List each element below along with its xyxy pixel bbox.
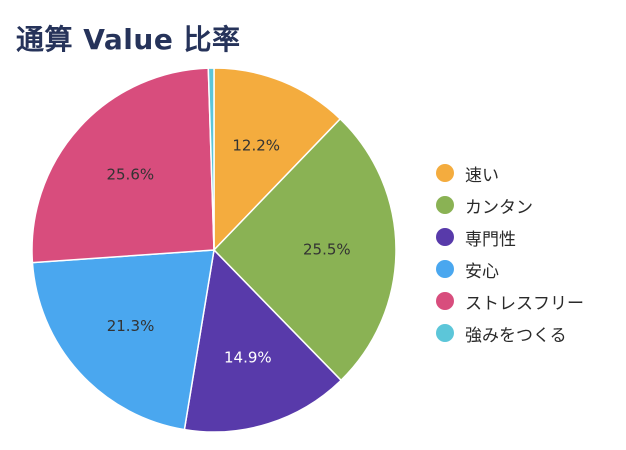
chart-legend: 速いカンタン専門性安心ストレスフリー 強みをつくる [436,157,584,349]
pie-slice-labels: 12.2% 25.5% 14.9% 21.3% 25.6% [106,136,350,366]
legend-swatch-2 [436,196,454,214]
legend-item-5: ストレスフリー [436,285,584,317]
legend-label-4: 安心 [465,261,499,282]
pie-slice-label-2: 25.5% [303,241,351,259]
pie-slice-4 [31,249,215,431]
legend-label-5: ストレスフリー [465,293,584,314]
chart-title: 通算 Value 比率 [16,23,241,56]
legend-swatch-6 [436,324,454,342]
pie-slice-5 [31,67,215,264]
pie-slice-label-4: 21.3% [107,317,155,335]
legend-label-2: カンタン [465,197,533,218]
pie-slice-6 [207,67,215,251]
legend-item-3: 専門性 [436,221,584,253]
pie-slice-1 [213,67,342,252]
legend-label-6: 強みをつくる [465,325,567,346]
legend-item-2: カンタン [436,189,584,221]
pie-slice-3 [183,248,343,433]
legend-swatch-3 [436,228,454,246]
legend-item-1: 速い [436,157,584,189]
pie-slice-label-5: 25.6% [106,165,154,183]
pie-slice-2 [212,117,397,382]
pie-slices [31,67,397,433]
legend-swatch-5 [436,292,454,310]
legend-item-4: 安心 [436,253,584,285]
legend-label-1: 速い [465,165,499,186]
pie-slice-label-3: 14.9% [224,349,272,367]
legend-label-3: 専門性 [465,229,516,250]
legend-swatch-1 [436,164,454,182]
legend-swatch-4 [436,260,454,278]
pie-slice-label-1: 12.2% [232,136,280,154]
legend-item-6: 強みをつくる [436,317,584,349]
